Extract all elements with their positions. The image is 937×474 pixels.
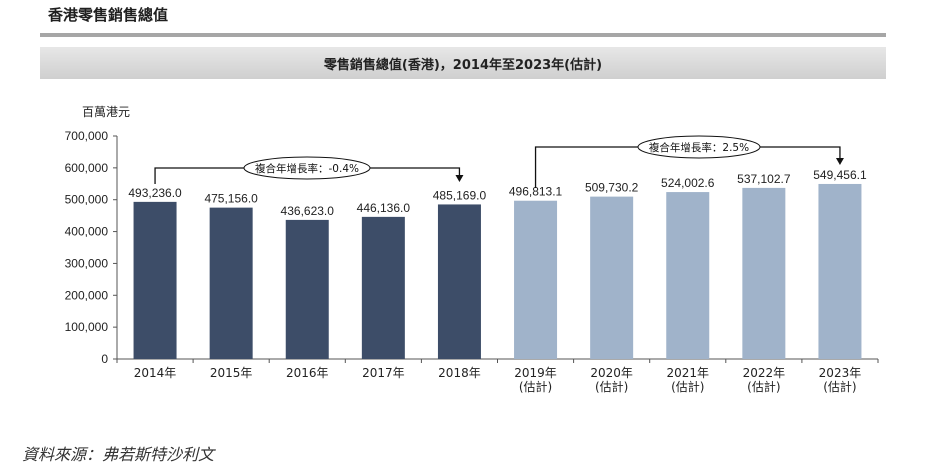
bar-value-label: 446,136.0 <box>357 201 411 215</box>
x-tick-sublabel: (估計) <box>671 379 704 394</box>
x-tick-sublabel: (估計) <box>595 379 628 394</box>
cagr-label: 複合年增長率：-0.4% <box>255 162 359 175</box>
x-tick-sublabel: (估計) <box>519 379 552 394</box>
bar <box>133 201 177 359</box>
bar-value-label: 524,002.6 <box>661 176 715 190</box>
y-tick-label: 200,000 <box>65 288 109 302</box>
cagr-ellipse <box>243 156 371 180</box>
y-axis-label: 百萬港元 <box>82 105 130 119</box>
bar <box>514 200 558 359</box>
cagr-arrowhead <box>455 175 464 182</box>
bar <box>361 216 405 359</box>
bar-value-label: 436,623.0 <box>281 204 335 218</box>
y-tick-label: 700,000 <box>65 129 109 143</box>
x-tick-label: 2017年 <box>362 366 405 380</box>
x-tick-label: 2023年 <box>819 366 862 380</box>
bar <box>590 196 634 359</box>
y-tick-label: 0 <box>101 352 108 366</box>
bar-value-label: 509,730.2 <box>585 181 639 195</box>
cagr-arrowhead <box>835 158 844 165</box>
x-tick-label: 2016年 <box>286 366 329 380</box>
y-tick-label: 100,000 <box>65 320 109 334</box>
x-tick-label: 2014年 <box>134 366 177 380</box>
bar <box>285 219 329 359</box>
source-note: 資料來源：弗若斯特沙利文 <box>22 445 215 464</box>
x-tick-sublabel: (估計) <box>747 379 780 394</box>
y-tick-label: 600,000 <box>65 161 109 175</box>
bar-value-label: 493,236.0 <box>128 186 182 200</box>
y-tick-label: 500,000 <box>65 193 109 207</box>
chart-title: 零售銷售總值(香港)，2014年至2023年(估計) <box>323 57 603 73</box>
chart-title-banner: 零售銷售總值(香港)，2014年至2023年(估計) <box>40 47 886 79</box>
cagr-label: 複合年增長率：2.5% <box>649 141 749 154</box>
x-tick-label: 2015年 <box>210 366 253 380</box>
x-tick-label: 2019年 <box>514 366 557 380</box>
y-tick-label: 400,000 <box>65 225 109 239</box>
bar-value-label: 537,102.7 <box>737 172 791 186</box>
y-tick-label: 300,000 <box>65 256 109 270</box>
cagr-ellipse <box>637 135 761 159</box>
page-title: 香港零售銷售總值 <box>48 6 169 24</box>
x-tick-sublabel: (估計) <box>823 379 856 394</box>
x-tick-label: 2021年 <box>666 366 709 380</box>
x-tick-label: 2022年 <box>743 366 786 380</box>
bar <box>742 187 786 359</box>
bar-value-label: 496,813.1 <box>509 185 563 199</box>
title-divider <box>40 33 886 37</box>
bar <box>437 204 481 359</box>
bar <box>818 183 862 359</box>
bar <box>666 192 710 359</box>
bar-value-label: 475,156.0 <box>204 192 258 206</box>
bar-value-label: 485,169.0 <box>433 188 487 202</box>
x-tick-label: 2018年 <box>438 366 481 380</box>
x-tick-label: 2020年 <box>590 366 633 380</box>
bar-value-label: 549,456.1 <box>813 168 867 182</box>
bar <box>209 207 253 359</box>
